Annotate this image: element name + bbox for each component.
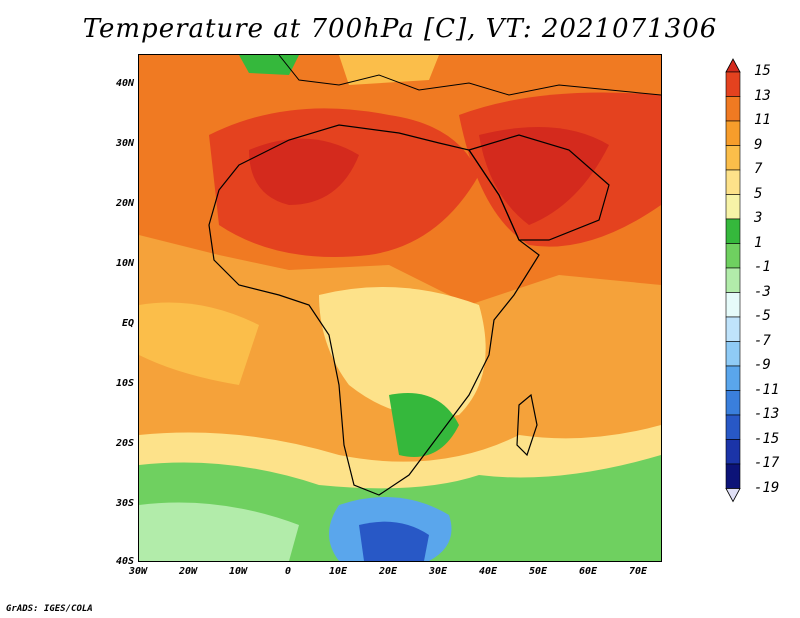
colorbar-swatch	[725, 341, 741, 367]
colorbar-level-label: -3	[754, 283, 771, 300]
north-green-patch	[239, 55, 299, 75]
arabia-outline	[468, 134, 610, 241]
colorbar-level-label: 3	[754, 210, 763, 226]
colorbar-level-label: 13	[754, 87, 771, 104]
south-africa-green	[389, 393, 459, 457]
colorbar-level-label: -11	[754, 381, 780, 398]
colorbar-top-arrow	[725, 58, 741, 73]
lat-label-40n: 40N	[115, 78, 134, 89]
colorbar-level-label: -19	[754, 479, 780, 496]
colorbar-level-label: 7	[754, 161, 763, 177]
colorbar	[725, 58, 741, 503]
lon-label-70e: 70E	[628, 566, 648, 577]
colorbar-swatch	[725, 194, 741, 220]
colorbar-level-label: -13	[754, 406, 780, 422]
lon-label-40e: 40E	[478, 566, 498, 577]
africa-outline	[208, 124, 540, 496]
colorbar-swatch	[725, 316, 741, 342]
lon-label-30w: 30W	[128, 566, 148, 577]
lon-label-20w: 20W	[178, 566, 198, 577]
europe-outline	[278, 55, 661, 96]
lat-label-30n: 30N	[115, 138, 134, 149]
south-light-green	[139, 502, 299, 561]
arabia-core	[479, 127, 609, 225]
cold-core	[359, 521, 429, 561]
lon-label-10e: 10E	[328, 566, 348, 577]
central-africa-light	[319, 287, 486, 417]
madagascar-outline	[516, 393, 538, 457]
lon-label-20e: 20E	[378, 566, 398, 577]
colorbar-level-label: -15	[754, 430, 780, 447]
colorbar-level-label: -1	[754, 259, 771, 275]
colorbar-swatch	[725, 365, 741, 391]
mediterranean-yellow	[339, 55, 439, 85]
atlantic-yellow	[139, 302, 259, 385]
temperature-map	[138, 54, 662, 562]
lon-label-0: 0	[284, 566, 292, 577]
colorbar-level-label: -5	[754, 308, 771, 324]
colorbar-swatch	[725, 96, 741, 122]
colorbar-level-label: -9	[754, 357, 771, 373]
lat-label-10n: 10N	[115, 258, 134, 269]
colorbar-swatch	[725, 292, 741, 318]
colorbar-swatch	[725, 169, 741, 195]
grads-credit: GrADS: IGES/COLA	[6, 604, 93, 614]
lat-label-20s: 20S	[115, 438, 134, 449]
colorbar-swatch	[725, 218, 741, 244]
lon-label-30e: 30E	[428, 566, 448, 577]
colorbar-level-label: 1	[754, 234, 763, 251]
colorbar-swatch	[725, 120, 741, 146]
colorbar-level-label: -17	[754, 455, 780, 471]
map-title: Temperature at 700hPa [C], VT: 202107130…	[82, 14, 718, 44]
colorbar-level-label: 15	[754, 63, 771, 79]
lat-label-eq: EQ	[121, 318, 134, 329]
lat-label-10s: 10S	[115, 378, 134, 389]
sahara-core	[249, 138, 359, 205]
colorbar-swatches	[725, 58, 741, 503]
colorbar-swatch	[725, 267, 741, 293]
colorbar-level-label: 11	[754, 112, 771, 128]
colorbar-swatch	[725, 243, 741, 269]
lon-label-50e: 50E	[528, 566, 548, 577]
colorbar-swatch	[725, 414, 741, 440]
colorbar-swatch	[725, 439, 741, 465]
lon-label-60e: 60E	[578, 566, 598, 577]
temperature-field	[139, 55, 661, 561]
lat-label-20n: 20N	[115, 198, 134, 209]
lon-label-10w: 10W	[228, 566, 248, 577]
lat-label-30s: 30S	[115, 498, 134, 509]
colorbar-swatch	[725, 463, 741, 489]
colorbar-swatch	[725, 71, 741, 97]
colorbar-level-label: 9	[754, 136, 763, 153]
colorbar-bottom-arrow	[725, 488, 741, 503]
colorbar-swatch	[725, 390, 741, 416]
colorbar-swatch	[725, 145, 741, 171]
lat-label-40s: 40S	[115, 556, 134, 567]
colorbar-level-label: 5	[754, 185, 763, 202]
colorbar-level-label: -7	[754, 332, 771, 349]
